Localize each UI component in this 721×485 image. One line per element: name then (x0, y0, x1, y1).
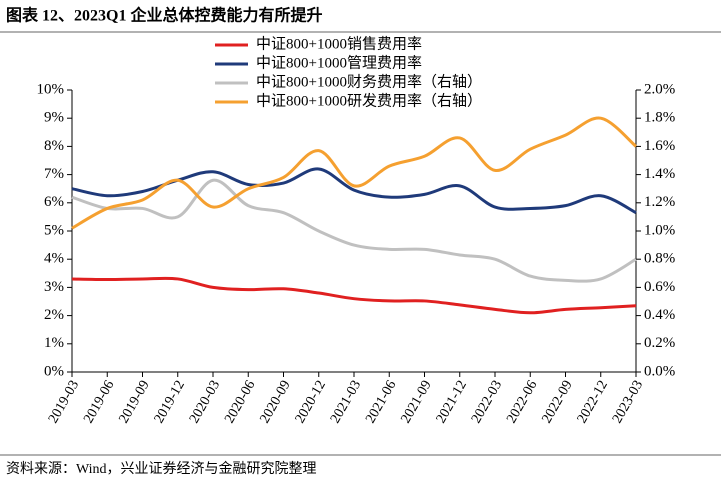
y2-tick-label: 1.8% (644, 110, 675, 126)
y2-tick-label: 1.2% (644, 194, 675, 210)
series-line (71, 116, 637, 230)
y2-tick-label: 1.6% (644, 138, 675, 154)
x-tick-label: 2019-09 (116, 378, 152, 426)
legend-label: 中证800+1000管理费用率 (256, 54, 422, 71)
y2-tick-label: 0.8% (644, 251, 675, 267)
chart-title: 图表 12、2023Q1 企业总体控费能力有所提升 (6, 6, 322, 25)
x-tick-label: 2022-06 (504, 378, 540, 426)
y2-tick-label: 0.6% (644, 279, 675, 295)
y-tick-label: 4% (44, 251, 64, 267)
legend-label: 中证800+1000研发费用率（右轴） (256, 92, 482, 109)
y-tick-label: 0% (44, 363, 64, 379)
y-tick-label: 2% (44, 307, 64, 323)
y-tick-label: 9% (44, 110, 64, 126)
y2-tick-label: 0.0% (644, 363, 675, 379)
legend-label: 中证800+1000销售费用率 (256, 35, 422, 52)
y2-tick-label: 1.4% (644, 166, 675, 182)
x-tick-label: 2022-03 (469, 378, 505, 426)
x-tick-label: 2021-03 (328, 378, 364, 426)
x-tick-label: 2019-03 (46, 378, 82, 426)
y-tick-label: 8% (44, 138, 64, 154)
x-tick-label: 2019-12 (152, 378, 188, 426)
x-tick-label: 2020-12 (293, 378, 329, 426)
y-tick-label: 10% (37, 81, 65, 97)
x-tick-label: 2020-09 (257, 378, 293, 426)
x-tick-label: 2020-06 (222, 378, 258, 426)
x-tick-label: 2021-12 (434, 378, 470, 426)
y2-tick-label: 1.0% (644, 222, 675, 238)
x-tick-label: 2020-03 (187, 378, 223, 426)
x-tick-label: 2023-03 (610, 378, 646, 426)
y2-tick-label: 0.2% (644, 335, 675, 351)
y2-tick-label: 0.4% (644, 307, 675, 323)
x-tick-label: 2019-06 (81, 378, 117, 426)
x-tick-label: 2021-06 (363, 378, 399, 426)
series-line (71, 178, 637, 283)
legend-label: 中证800+1000财务费用率（右轴） (256, 73, 482, 90)
y2-tick-label: 2.0% (644, 81, 675, 97)
y-tick-label: 1% (44, 335, 64, 351)
series-line (71, 276, 637, 315)
x-tick-label: 2022-09 (539, 378, 575, 426)
x-tick-label: 2022-12 (575, 378, 611, 426)
y-tick-label: 7% (44, 166, 64, 182)
y-tick-label: 5% (44, 222, 64, 238)
y-tick-label: 6% (44, 194, 64, 210)
x-tick-label: 2021-09 (398, 378, 434, 426)
source: 资料来源：Wind，兴业证券经济与金融研究院整理 (6, 461, 317, 477)
y-tick-label: 3% (44, 279, 64, 295)
